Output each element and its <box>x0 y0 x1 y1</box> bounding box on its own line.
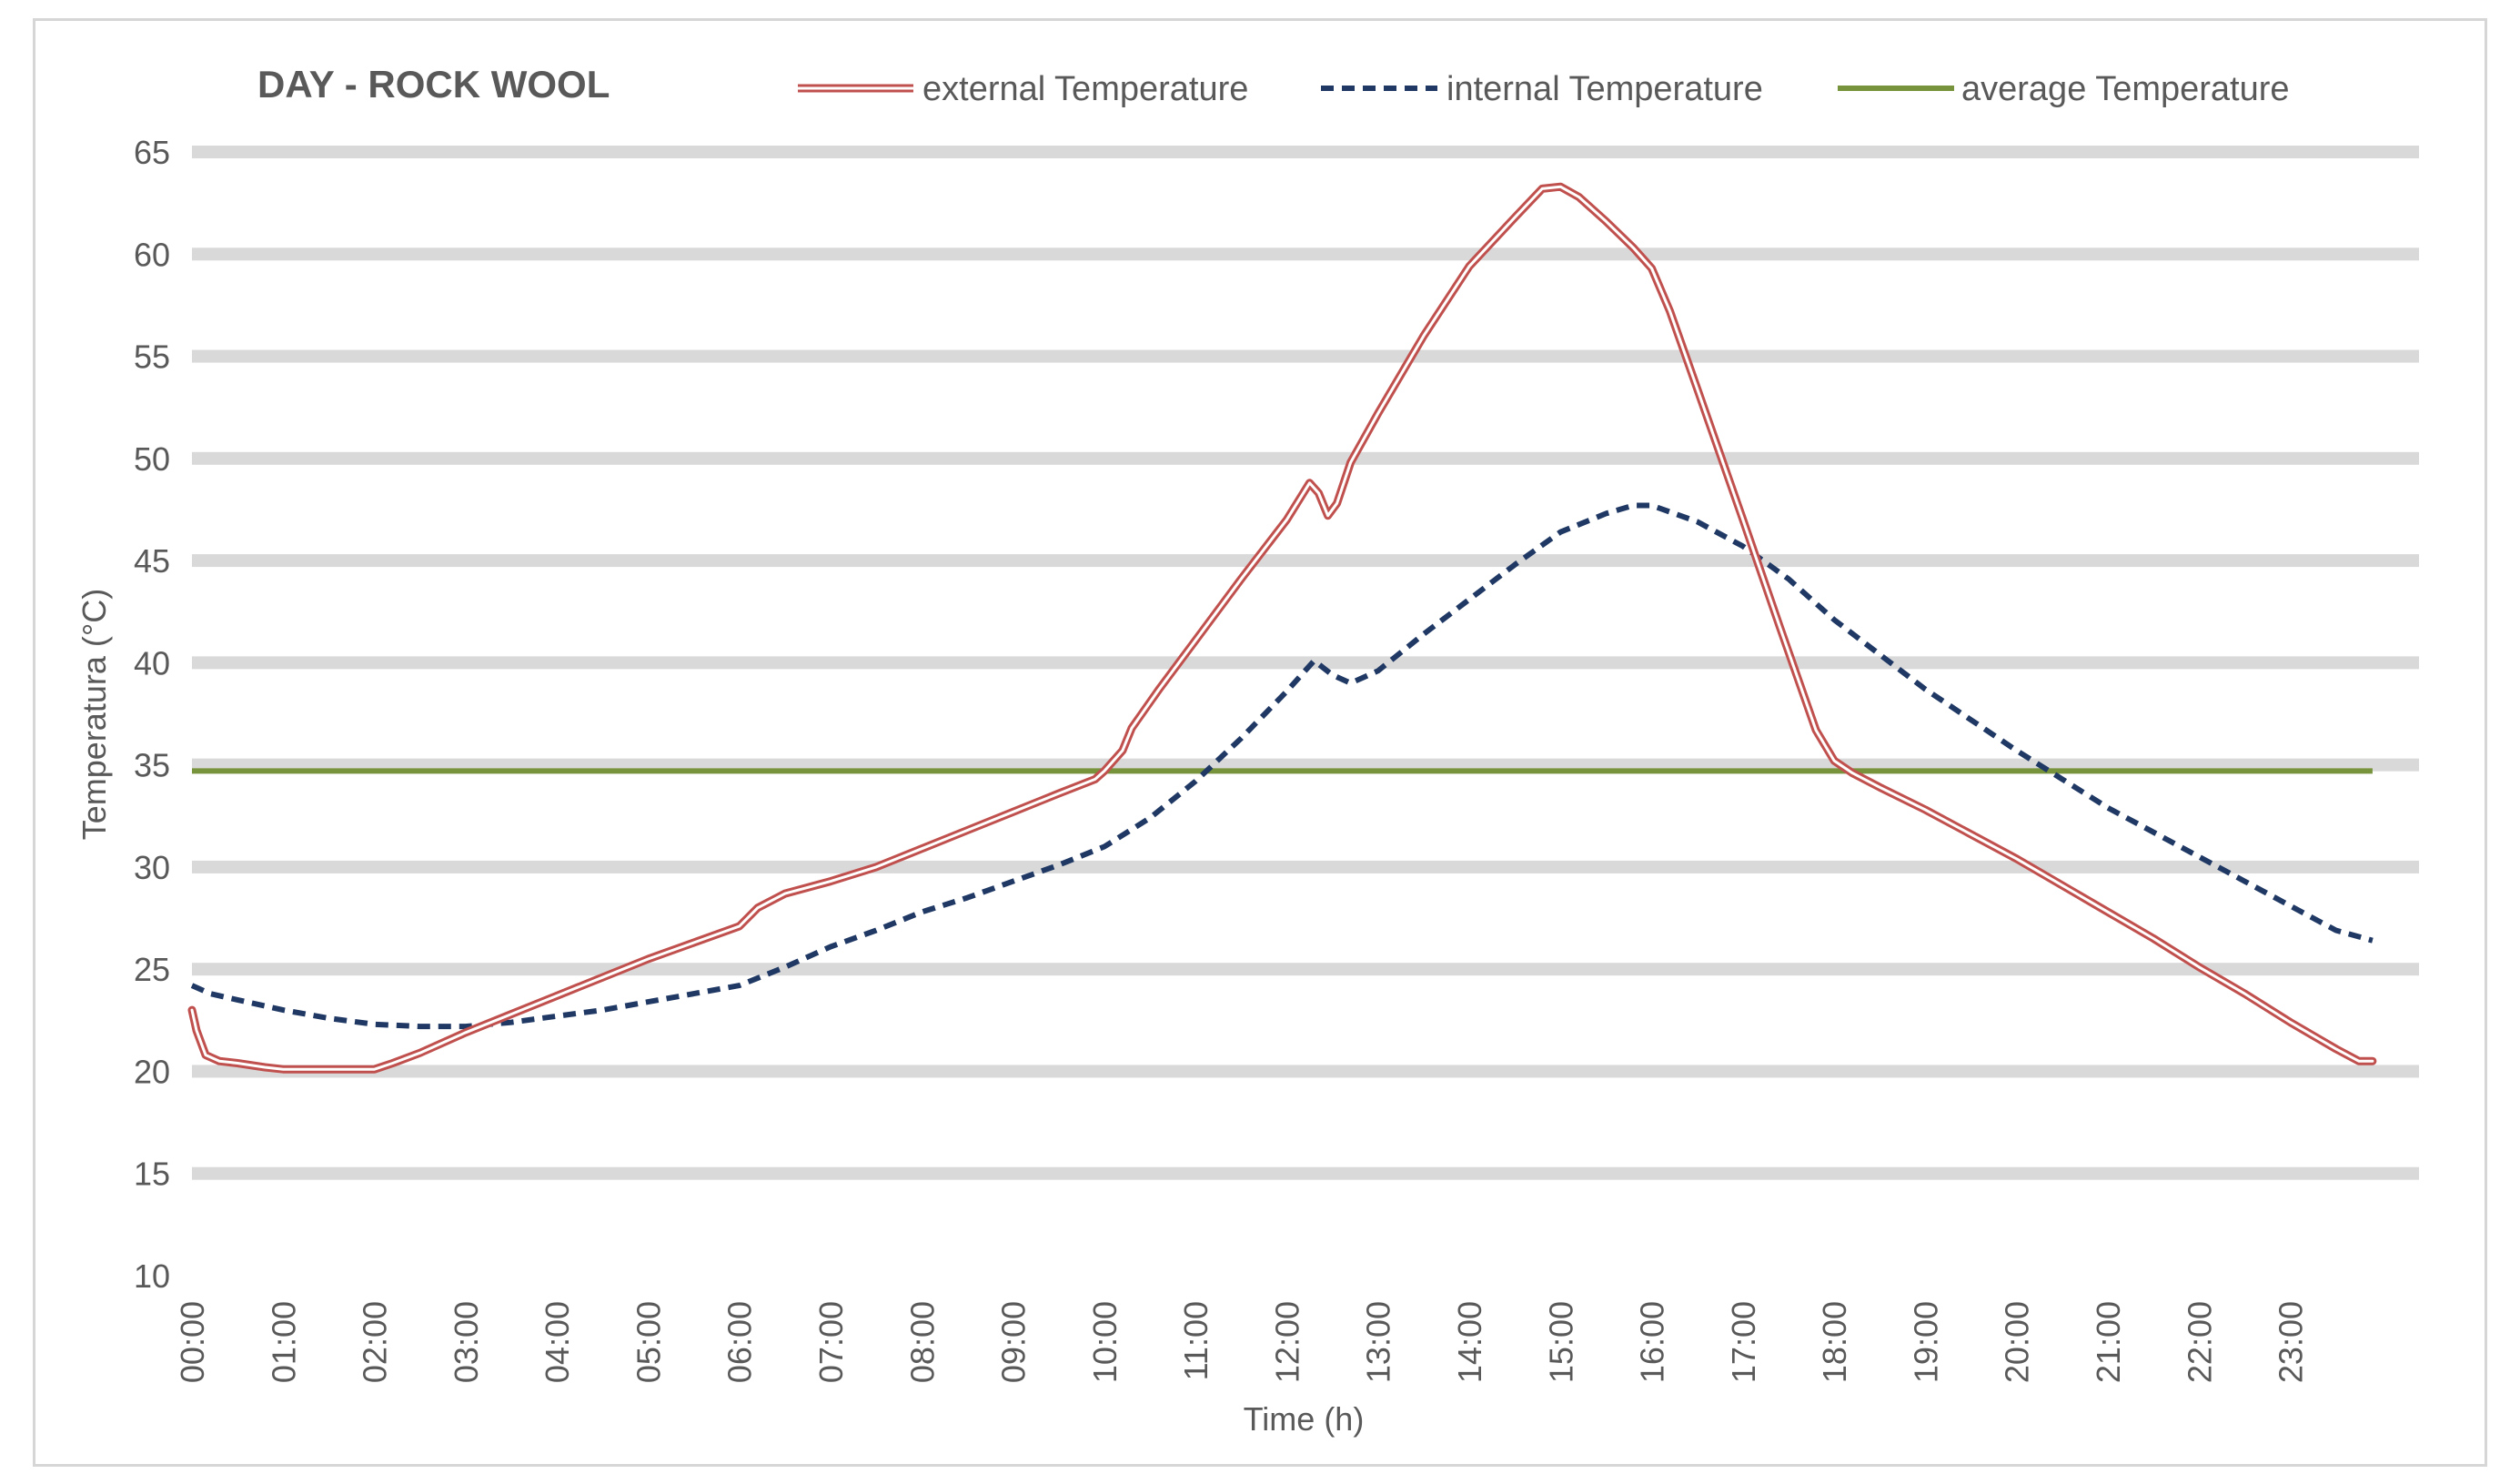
gridline-35 <box>192 758 2419 772</box>
legend-label-internal: internal Temperature <box>1446 70 1763 108</box>
x-tick-label-1000: 10:00 <box>1086 1301 1124 1383</box>
y-tick-label-50: 50 <box>134 440 170 478</box>
x-tick-label-2200: 22:00 <box>2181 1301 2218 1383</box>
series-external-line-inner <box>190 185 2374 1071</box>
legend-item-internal: internal Temperature <box>1321 70 1763 108</box>
gridline-60 <box>192 247 2419 261</box>
y-tick-label-30: 30 <box>134 849 170 886</box>
x-tick-labels: 00:00 01:00 02:00 03:00 04:00 05:00 06:00 07:00… <box>174 1301 2310 1383</box>
legend: external Temperature internal Temperatur… <box>798 70 2290 108</box>
x-tick-label-0900: 09:00 <box>995 1301 1033 1383</box>
y-tick-label-45: 45 <box>134 542 170 580</box>
x-tick-label-0200: 02:00 <box>357 1301 394 1383</box>
x-tick-label-0700: 07:00 <box>812 1301 850 1383</box>
gridline-45 <box>192 554 2419 568</box>
x-tick-label-1400: 14:00 <box>1451 1301 1488 1383</box>
chart-title: DAY - ROCK WOOL <box>257 63 610 106</box>
gridline-65 <box>192 146 2419 158</box>
gridline-55 <box>192 349 2419 363</box>
y-tick-label-40: 40 <box>134 644 170 681</box>
gridline-25 <box>192 963 2419 976</box>
y-tick-label-55: 55 <box>134 338 170 376</box>
gridline-15 <box>192 1166 2419 1180</box>
y-tick-label-25: 25 <box>134 951 170 988</box>
gridline-20 <box>192 1065 2419 1078</box>
x-tick-label-2300: 23:00 <box>2273 1301 2310 1383</box>
x-tick-label-2100: 21:00 <box>2090 1301 2127 1383</box>
y-tick-label-35: 35 <box>134 747 170 784</box>
y-tick-label-60: 60 <box>134 236 170 273</box>
legend-label-external: external Temperature <box>922 70 1248 108</box>
gridline-50 <box>192 451 2419 465</box>
x-tick-label-0300: 03:00 <box>448 1301 485 1383</box>
y-tick-label-10: 10 <box>134 1257 170 1295</box>
x-tick-label-0800: 08:00 <box>903 1301 941 1383</box>
x-tick-label-0600: 06:00 <box>721 1301 759 1383</box>
x-tick-label-2000: 20:00 <box>1999 1301 2036 1383</box>
x-tick-label-1200: 12:00 <box>1268 1301 1305 1383</box>
y-tick-label-15: 15 <box>134 1156 170 1193</box>
x-tick-label-1500: 15:00 <box>1542 1301 1579 1383</box>
y-tick-label-20: 20 <box>134 1053 170 1090</box>
gridline-30 <box>192 860 2419 873</box>
x-tick-label-0100: 01:00 <box>265 1301 302 1383</box>
gridline-40 <box>192 656 2419 670</box>
x-tick-label-0000: 00:00 <box>174 1301 211 1383</box>
x-tick-label-1600: 16:00 <box>1634 1301 1671 1383</box>
y-axis-title: Temperatura (°C) <box>76 589 113 840</box>
x-tick-label-1700: 17:00 <box>1725 1301 1762 1383</box>
x-tick-label-0500: 05:00 <box>630 1301 667 1383</box>
legend-item-external: external Temperature <box>798 70 1248 108</box>
series-internal-line <box>190 502 2374 1030</box>
series-layer <box>187 182 2377 1074</box>
x-tick-label-0400: 04:00 <box>539 1301 576 1383</box>
grid-layer <box>192 146 2419 1180</box>
x-tick-label-1900: 19:00 <box>1907 1301 1944 1383</box>
x-tick-label-1100: 11:00 <box>1177 1301 1215 1380</box>
legend-item-average: average Temperature <box>1838 70 2290 108</box>
x-tick-label-1800: 18:00 <box>1816 1301 1853 1383</box>
y-tick-label-65: 65 <box>134 134 170 171</box>
x-tick-label-1300: 13:00 <box>1360 1301 1397 1383</box>
legend-label-average: average Temperature <box>1961 70 2290 108</box>
series-external-line-outer <box>187 182 2377 1074</box>
x-axis-title: Time (h) <box>1244 1400 1365 1438</box>
y-tick-labels: 10 15 20 25 30 35 40 45 50 55 60 65 <box>134 134 170 1295</box>
